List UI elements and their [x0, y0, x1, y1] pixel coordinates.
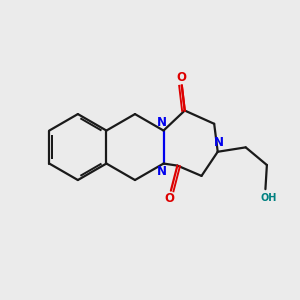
Text: O: O [177, 71, 187, 84]
Text: N: N [157, 116, 167, 129]
Text: O: O [164, 192, 174, 206]
Text: OH: OH [260, 193, 277, 203]
Text: N: N [157, 165, 167, 178]
Text: N: N [214, 136, 224, 149]
